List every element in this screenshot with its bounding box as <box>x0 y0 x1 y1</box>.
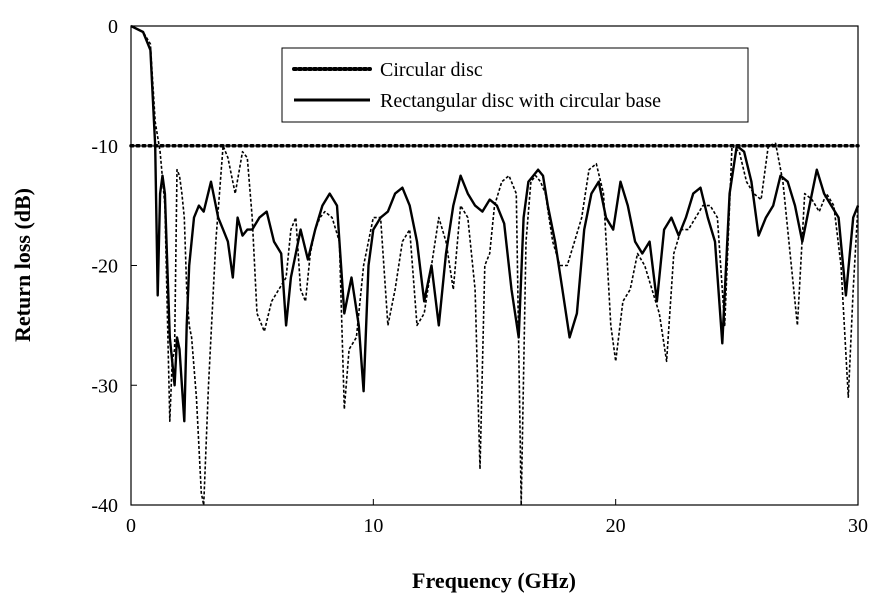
legend-box <box>281 47 749 123</box>
y-axis-title: Return loss (dB) <box>10 188 35 342</box>
y-tick-label: -40 <box>91 495 118 517</box>
y-tick-label: -30 <box>91 375 118 397</box>
x-tick-label: 0 <box>126 515 136 537</box>
x-tick-label: 10 <box>363 515 383 537</box>
x-tick-label: 30 <box>848 515 868 537</box>
legend-label-rectangular-disc: Rectangular disc with circular base <box>380 90 661 112</box>
series-line-rectangular-disc <box>130 24 860 423</box>
x-tick-label: 20 <box>606 515 626 537</box>
y-tick-label: 0 <box>108 16 118 38</box>
series-layer <box>129 24 860 506</box>
legend-label-circular-disc: Circular disc <box>380 59 483 81</box>
series-line-circular-disc <box>130 25 859 506</box>
axis-ticks: 0 10 20 30 0 -10 -20 -30 -40 <box>91 16 868 537</box>
x-axis-title: Frequency (GHz) <box>412 568 576 593</box>
legend: Circular disc Rectangular disc with circ… <box>281 47 749 123</box>
y-tick-label: -20 <box>91 256 118 278</box>
y-tick-label: -10 <box>91 136 118 158</box>
plot-area-frame <box>130 25 859 506</box>
